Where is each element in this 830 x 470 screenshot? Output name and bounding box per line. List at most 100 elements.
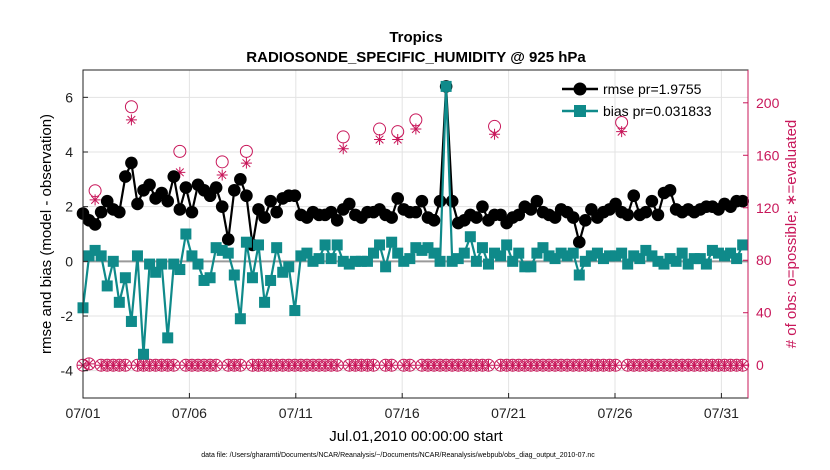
bias-point [95,250,107,262]
bias-point [186,250,198,262]
bias-point [682,258,694,270]
bias-point [428,247,440,259]
evaluated-obs-point [113,359,125,371]
bias-point [628,250,640,262]
rmse-point [185,205,199,219]
evaluated-obs-point [664,359,676,371]
bias-point [700,258,712,270]
y2-axis-label: # of obs: o=possible; ∗=evaluated [783,120,800,349]
rmse-point [264,194,277,208]
evaluated-obs-point [646,359,658,371]
bias-point [676,247,688,259]
evaluated-obs-point [422,359,434,371]
evaluated-obs-point [131,359,143,371]
bias-point [519,261,531,273]
evaluated-obs-point [688,359,700,371]
rmse-point [234,173,247,186]
bias-point [719,250,731,262]
possible-obs-point [215,155,229,169]
bias-point [246,272,258,284]
rmse-point [258,211,271,224]
bias-point [174,264,186,276]
bias-point [337,255,349,267]
bias-point [113,296,125,308]
evaluated-obs-point [210,359,222,371]
rmse-point [476,200,489,213]
evaluated-obs-point [101,359,113,371]
evaluated-obs-point [144,359,156,371]
evaluated-obs-point [277,359,289,371]
chart-title: Tropics [389,29,442,46]
bias-point [549,253,561,265]
bias-point [585,250,597,262]
bias-point [646,250,658,262]
rmse-point [391,192,405,205]
evaluated-obs-point [222,359,234,371]
bias-point [482,258,494,270]
x-tick-label: 07/11 [279,405,313,421]
evaluated-obs-point [253,359,265,371]
evaluated-obs-point [325,359,337,371]
evaluated-obs-point [319,359,331,371]
evaluated-obs-point [204,359,216,371]
evaluated-obs-point [271,359,283,371]
evaluated-obs-point [525,359,537,371]
bias-point [343,258,355,270]
evaluated-obs-point [676,359,688,371]
evaluated-obs-point [259,359,271,371]
bias-point [289,305,301,317]
bias-point [543,250,555,262]
bias-point [301,247,313,259]
bias-point [265,274,277,286]
legend-bias-label: bias pr=0.031833 [603,103,712,119]
evaluated-obs-point [234,359,246,371]
rmse-point [179,181,193,194]
bias-point [458,247,470,259]
bias-point [216,244,228,256]
evaluated-obs-point [283,359,295,371]
bias-point [658,258,670,270]
bias-point [386,236,398,248]
evaluated-obs-point [216,169,228,181]
rmse-point [240,189,253,203]
evaluated-obs-point [476,359,488,371]
bias-point [89,244,101,256]
evaluated-obs-point [725,359,737,371]
x-tick-label: 07/16 [385,405,420,421]
evaluated-obs-point [313,359,325,371]
evaluated-obs-point [125,114,137,126]
evaluated-obs-point [307,359,319,371]
bias-point [737,239,749,251]
evaluated-obs-point [482,359,494,371]
evaluated-obs-point [579,359,591,371]
evaluated-obs-point [652,359,664,371]
evaluated-obs-point [597,359,609,371]
x-tick-label: 07/31 [704,405,739,421]
evaluated-obs-point [719,359,731,371]
bias-point [361,255,373,267]
evaluated-obs-point [658,359,670,371]
bias-point [470,255,482,267]
rmse-point [579,214,592,227]
y-tick-label: 4 [65,144,73,160]
bias-point [537,242,549,254]
chart-subtitle: RADIOSONDE_SPECIFIC_HUMIDITY @ 925 hPa [246,49,586,66]
x-tick-label: 07/01 [65,405,100,421]
evaluated-obs-point [634,359,646,371]
rmse-point [215,200,229,213]
rmse-point [639,205,653,219]
bias-point [513,247,525,259]
bias-point [150,266,162,278]
bias-point [476,242,488,254]
rmse-point [143,178,156,192]
evaluated-obs-point [507,359,519,371]
rmse-point [736,194,749,208]
evaluated-obs-point [138,359,150,371]
y-axis-label: rmse and bias (model - observation) [38,114,55,354]
bias-point [138,348,150,360]
bias-point [204,272,216,284]
evaluated-obs-point [374,134,386,146]
evaluated-obs-point [301,359,313,371]
rmse-point [409,205,423,219]
bias-point [446,255,458,267]
